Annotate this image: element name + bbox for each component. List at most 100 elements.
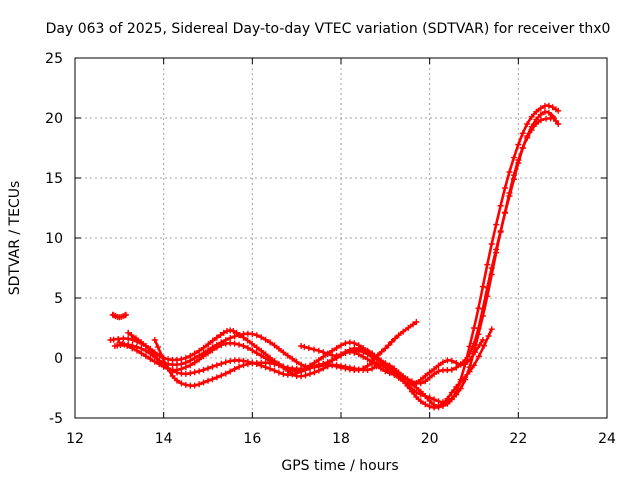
series-arc-3 xyxy=(116,109,562,387)
data-point xyxy=(200,344,207,351)
data-point xyxy=(293,358,300,365)
data-point xyxy=(119,340,126,347)
data-point xyxy=(154,344,161,351)
data-point xyxy=(240,343,247,349)
data-point xyxy=(448,357,455,364)
data-point xyxy=(373,363,380,370)
x-tick-label: 24 xyxy=(598,431,616,447)
data-point xyxy=(129,345,136,352)
data-point xyxy=(306,365,313,372)
data-point xyxy=(306,370,313,377)
data-point xyxy=(351,340,358,347)
data-point xyxy=(426,397,433,404)
axis-ticks: 12 14 16 18 20 22 24 -5 0 5 10 15 20 25 xyxy=(45,51,616,447)
data-point xyxy=(200,353,207,360)
data-point xyxy=(426,369,433,376)
data-point xyxy=(395,369,402,376)
data-point xyxy=(124,342,131,349)
data-point xyxy=(258,352,265,359)
data-point xyxy=(378,348,385,355)
data-point xyxy=(311,363,318,370)
data-point xyxy=(236,332,243,339)
data-point xyxy=(231,340,238,347)
series-arc-8 xyxy=(298,343,376,359)
data-point xyxy=(448,389,455,396)
y-tick-label: 20 xyxy=(45,111,63,127)
data-point xyxy=(178,380,185,387)
data-point xyxy=(439,400,446,407)
data-point xyxy=(484,261,491,268)
data-point xyxy=(386,362,393,369)
data-point xyxy=(346,364,353,371)
data-point xyxy=(205,341,212,348)
data-point xyxy=(365,349,372,356)
data-point xyxy=(457,385,464,392)
series-arc-5 xyxy=(151,326,495,409)
data-point xyxy=(249,340,256,347)
data-point xyxy=(506,169,513,175)
data-point xyxy=(391,335,398,342)
data-point xyxy=(404,376,411,383)
chart-title: Day 063 of 2025, Sidereal Day-to-day VTE… xyxy=(46,21,611,37)
data-point xyxy=(249,347,256,354)
data-point xyxy=(431,401,438,408)
data-point xyxy=(453,383,460,390)
data-point xyxy=(510,154,517,161)
plot-frame xyxy=(74,57,608,419)
data-point xyxy=(537,117,544,124)
data-point xyxy=(324,363,331,370)
data-point xyxy=(382,361,389,367)
data-point xyxy=(284,367,291,374)
data-point xyxy=(236,341,243,348)
data-point xyxy=(187,362,194,369)
data-point xyxy=(395,374,402,381)
data-point xyxy=(417,398,424,405)
data-point xyxy=(275,362,282,369)
data-point xyxy=(410,321,417,328)
data-point xyxy=(213,334,220,341)
data-point xyxy=(205,377,211,384)
data-point xyxy=(528,123,535,130)
data-point xyxy=(528,113,535,120)
data-point xyxy=(476,341,483,348)
x-tick-label: 14 xyxy=(155,431,173,447)
data-point xyxy=(275,345,282,352)
y-tick-label: 5 xyxy=(54,291,63,307)
data-point xyxy=(488,241,495,247)
data-point xyxy=(253,350,260,357)
data-point xyxy=(315,361,322,368)
data-point xyxy=(209,363,216,370)
data-point xyxy=(479,283,486,290)
data-point xyxy=(480,342,487,349)
data-point xyxy=(333,345,340,352)
x-axis-label: GPS time / hours xyxy=(281,458,398,474)
data-point xyxy=(371,355,378,362)
data-point xyxy=(422,401,429,408)
data-point xyxy=(320,349,327,356)
data-point xyxy=(346,346,353,353)
x-tick-label: 12 xyxy=(66,431,84,447)
data-point xyxy=(555,107,562,114)
data-point xyxy=(213,362,220,369)
data-point xyxy=(435,368,442,375)
data-point xyxy=(466,350,473,357)
data-point xyxy=(122,311,129,318)
data-point xyxy=(497,202,504,209)
y-tick-label: -5 xyxy=(49,411,63,427)
data-point xyxy=(147,356,154,363)
data-point xyxy=(545,102,552,109)
data-point xyxy=(147,347,154,354)
data-point xyxy=(391,371,398,378)
data-point xyxy=(217,332,224,339)
data-point xyxy=(515,160,522,166)
data-point xyxy=(218,372,225,379)
data-point xyxy=(408,380,415,387)
data-point xyxy=(338,351,344,358)
data-point xyxy=(493,221,500,228)
data-point xyxy=(431,396,438,403)
data-point xyxy=(320,365,327,372)
data-point xyxy=(222,359,229,366)
data-point xyxy=(128,332,135,339)
y-tick-label: 25 xyxy=(45,51,63,67)
